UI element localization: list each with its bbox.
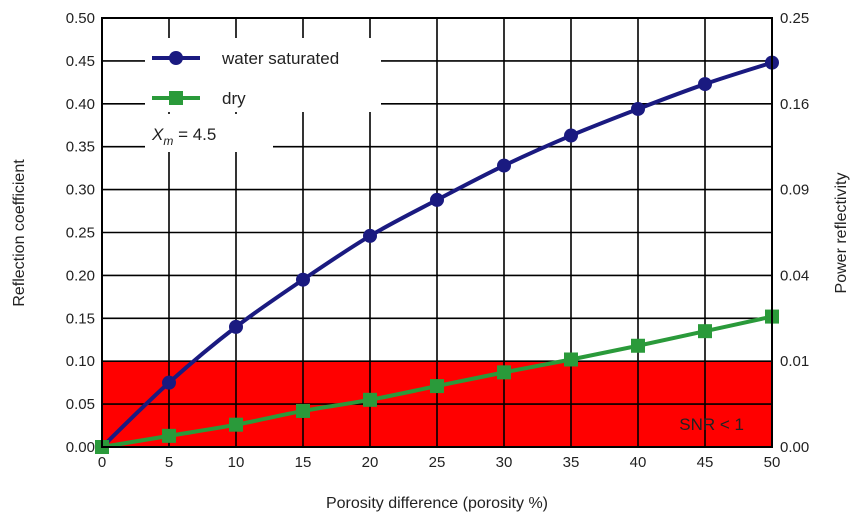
y-tick-label: 0.30 — [66, 182, 95, 199]
x-tick-label: 5 — [165, 454, 173, 471]
data-point — [698, 324, 712, 339]
y-tick-label: 0.45 — [66, 53, 95, 70]
data-point — [296, 272, 310, 287]
annotation-subscript: m — [163, 134, 173, 148]
plot-frame — [101, 17, 773, 448]
data-point — [631, 101, 645, 116]
data-point — [229, 319, 243, 334]
x-tick-label: 50 — [764, 454, 781, 471]
x-tick-label: 10 — [228, 454, 245, 471]
y2-tick-label: 0.25 — [780, 10, 809, 27]
x-axis-label: Porosity difference (porosity %) — [326, 495, 548, 512]
y-tick-label: 0.50 — [66, 10, 95, 27]
y-tick-label: 0.35 — [66, 139, 95, 156]
data-point — [363, 228, 377, 243]
x-tick-label: 20 — [362, 454, 379, 471]
region-label: SNR < 1 — [679, 415, 744, 434]
x-tick-label: 45 — [697, 454, 714, 471]
data-point — [430, 192, 444, 207]
legend-marker-1 — [169, 51, 183, 65]
y-tick-label: 0.15 — [66, 310, 95, 327]
y-tick-label: 0.05 — [66, 396, 95, 413]
annotation-symbol: X — [151, 125, 164, 144]
y-tick-label: 0.25 — [66, 225, 95, 242]
legend-marker-2 — [169, 91, 183, 105]
y-tick-label: 0.10 — [66, 353, 95, 370]
x-tick-label: 0 — [98, 454, 106, 471]
y2-tick-label: 0.01 — [780, 353, 809, 370]
y2-tick-label: 0.04 — [780, 267, 809, 284]
series-layer — [95, 55, 779, 454]
y-tick-label: 0.40 — [66, 96, 95, 113]
data-point — [698, 77, 712, 92]
legend-label-1: water saturated — [221, 49, 339, 68]
legend-label-2: dry — [222, 89, 246, 108]
x-tick-label: 40 — [630, 454, 647, 471]
data-point — [229, 417, 243, 432]
y2-tick-label: 0.16 — [780, 96, 809, 113]
y-tick-label: 0.20 — [66, 267, 95, 284]
y2-tick-label: 0.00 — [780, 439, 809, 456]
annotation-value: = 4.5 — [173, 125, 216, 144]
frame-layer — [101, 17, 773, 448]
data-point — [162, 375, 176, 390]
data-point — [430, 379, 444, 394]
y-tick-label: 0.00 — [66, 439, 95, 456]
tick-layer: 0 5 10 15 20 25 30 35 40 45 500.000.050.100.150.20… — [66, 10, 809, 471]
data-point — [363, 392, 377, 407]
data-point — [564, 128, 578, 143]
data-point — [296, 403, 310, 418]
y2-tick-label: 0.09 — [780, 182, 809, 199]
data-point — [631, 338, 645, 353]
data-point — [162, 428, 176, 443]
x-tick-label: 35 — [563, 454, 580, 471]
x-tick-label: 30 — [496, 454, 513, 471]
annotation-layer: Xm = 4.5 — [145, 114, 273, 152]
annotation: Xm = 4.5 — [151, 125, 216, 148]
y-axis-label: Reflection coefficient — [11, 159, 28, 307]
annotation-box — [145, 114, 273, 152]
legend: water saturated dry — [145, 38, 381, 112]
data-point — [497, 365, 511, 380]
y2-axis-label: Power reflectivity — [833, 173, 850, 294]
x-tick-label: 25 — [429, 454, 446, 471]
data-point — [564, 352, 578, 367]
x-tick-label: 15 — [295, 454, 312, 471]
data-point — [497, 158, 511, 173]
